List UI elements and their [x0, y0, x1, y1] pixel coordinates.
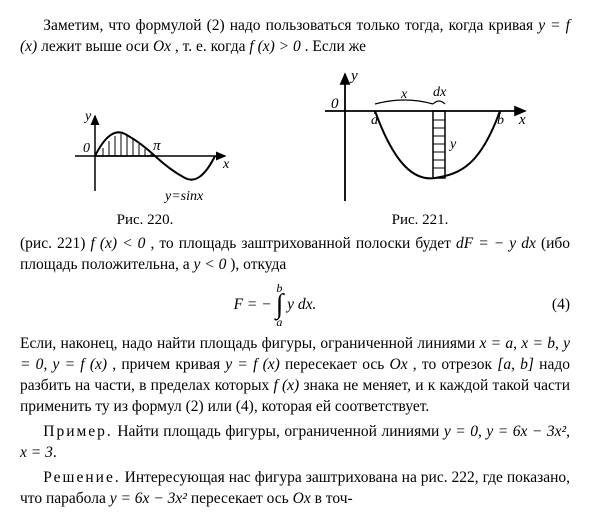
math-fx-gt0: f (x) > 0	[249, 38, 300, 55]
paragraph-3: Если, наконец, надо найти площадь фигуры…	[20, 334, 570, 418]
paragraph-2: (рис. 221) f (x) < 0 , то площадь заштри…	[20, 234, 570, 276]
text: Если, наконец, надо найти площадь фигуры…	[20, 335, 479, 352]
fig220-origin: 0	[83, 141, 90, 156]
text: , т. е. когда	[175, 38, 249, 55]
figure-221-svg: y x 0 a b x dx y	[305, 66, 535, 206]
ex-x3: x = 3	[20, 444, 53, 461]
fig221-b: b	[497, 113, 504, 128]
ex-y0: y = 0	[444, 423, 478, 440]
math-ab: [a, b]	[497, 356, 534, 373]
math-fx: f (x)	[273, 377, 299, 394]
fig221-x-brace: x	[400, 87, 408, 102]
fig221-a: a	[371, 113, 378, 128]
math-dF: dF = − y dx	[456, 235, 536, 252]
fig220-x-label: x	[222, 157, 230, 172]
figure-221-caption: Рис. 221.	[305, 210, 535, 230]
figures-row: y x 0 π y=sinx Рис. 220.	[20, 66, 570, 230]
fig221-dx: dx	[433, 85, 447, 100]
fig221-y-label: y	[349, 68, 358, 84]
math-y-lt0: y < 0	[194, 256, 227, 273]
text: пересекает ось	[191, 490, 293, 507]
text: в точ-	[315, 490, 353, 507]
equation-4: F = − b ∫ a y dx. (4)	[20, 282, 570, 328]
fig220-y-label: y	[83, 109, 92, 124]
axis-ox2: Ox	[390, 356, 408, 373]
text: , причем кривая	[112, 356, 225, 373]
fig220-curve-label: y=sinx	[163, 189, 204, 204]
figure-220: y x 0 π y=sinx Рис. 220.	[55, 106, 235, 230]
eq4-rhs: y dx.	[287, 296, 316, 313]
math-yfx2: y = f (x)	[225, 356, 280, 373]
axis-ox3: Ox	[293, 490, 311, 507]
ex-y: y = 6x − 3x²	[486, 423, 566, 440]
sol-y: y = 6x − 3x²	[110, 490, 187, 507]
text: (рис. 221)	[20, 235, 90, 252]
math-xb: x = b	[521, 335, 555, 352]
figure-220-svg: y x 0 π y=sinx	[55, 106, 235, 206]
solution: Решение. Интересующая нас фигура заштрих…	[20, 468, 570, 510]
eq4-number: (4)	[530, 295, 570, 316]
fig220-pi: π	[153, 138, 161, 154]
math-xa: x = a	[479, 335, 513, 352]
solution-label: Решение.	[43, 469, 120, 486]
text: пересекает ось	[285, 356, 389, 373]
math-yfx: y = f (x)	[53, 356, 108, 373]
fig221-x-label: x	[518, 112, 526, 128]
example-label: Пример.	[43, 423, 113, 440]
text: ), откуда	[230, 256, 286, 273]
fig221-origin: 0	[331, 96, 339, 112]
axis-ox: Ox	[153, 38, 171, 55]
figure-221: y x 0 a b x dx y Рис. 221.	[305, 66, 535, 230]
text: , то отрезок	[413, 356, 497, 373]
example: Пример. Найти площадь фигуры, ограниченн…	[20, 422, 570, 464]
math-fx-lt0: f (x) < 0	[90, 235, 145, 252]
text: . Если же	[305, 38, 366, 55]
eq4-lhs: F = −	[234, 296, 276, 313]
eq4-lower: a	[276, 316, 284, 328]
text: Найти площадь фигуры, ограниченной линия…	[117, 423, 444, 440]
figure-220-caption: Рис. 220.	[55, 210, 235, 230]
integral-icon: b ∫ a	[276, 282, 284, 328]
text: , то площадь заштрихованной полоски буде…	[150, 235, 456, 252]
text: лежит выше оси	[41, 38, 153, 55]
text: Заметим, что формулой (2) надо пользоват…	[43, 17, 538, 34]
fig221-y-strip: y	[448, 137, 457, 152]
paragraph-1: Заметим, что формулой (2) надо пользоват…	[20, 16, 570, 58]
